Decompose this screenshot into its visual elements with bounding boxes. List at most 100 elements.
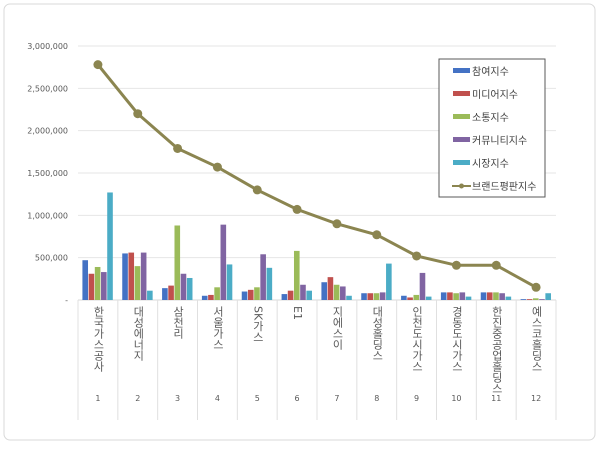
line-point-1 [93, 60, 103, 70]
x-category-label: SK가스 [251, 306, 265, 343]
bar-참여지수-10 [440, 292, 447, 300]
bar-미디어지수-3 [168, 285, 174, 300]
legend-marker [459, 183, 464, 189]
line-point-12 [531, 282, 541, 292]
bar-소통지수-4 [214, 287, 220, 300]
bar-시장지수-1 [107, 192, 113, 300]
bar-커뮤니티지수-12 [539, 299, 545, 300]
bar-참여지수-3 [162, 288, 168, 300]
legend-swatch [453, 114, 470, 119]
x-category-number: 11 [491, 394, 501, 403]
line-point-3 [173, 143, 183, 153]
bar-시장지수-6 [306, 290, 312, 300]
bar-시장지수-9 [425, 296, 432, 300]
bar-참여지수-5 [241, 291, 248, 300]
y-tick-label: 1,000,000 [27, 211, 68, 220]
line-point-2 [133, 109, 143, 119]
bar-시장지수-3 [186, 277, 193, 300]
bar-시장지수-11 [505, 296, 512, 300]
bar-미디어지수-11 [486, 292, 493, 300]
bar-소통지수-12 [532, 298, 539, 300]
legend-swatch [453, 68, 470, 73]
bar-시장지수-8 [386, 263, 392, 300]
bar-커뮤니티지수-2 [140, 252, 147, 300]
bar-참여지수-2 [122, 253, 128, 300]
x-category-number: 6 [295, 394, 300, 403]
bar-소통지수-6 [293, 250, 300, 300]
bar-미디어지수-2 [128, 252, 135, 300]
x-category-number: 12 [531, 394, 541, 403]
line-point-4 [212, 162, 222, 172]
bar-커뮤니티지수-3 [180, 273, 187, 300]
bar-소통지수-1 [94, 266, 101, 300]
bar-미디어지수-12 [526, 299, 533, 300]
legend-label: 참여지수 [472, 66, 509, 78]
bar-소통지수-2 [134, 266, 141, 300]
bar-미디어지수-4 [208, 294, 214, 300]
bar-참여지수-9 [401, 295, 407, 300]
bar-소통지수-7 [333, 284, 340, 300]
x-category-label: 한국가스공사 [91, 306, 105, 372]
x-category-label: 지에스이 [330, 306, 344, 350]
x-category-label: E1 [291, 306, 305, 320]
bar-미디어지수-7 [327, 277, 334, 300]
bar-커뮤니티지수-11 [499, 293, 505, 300]
bar-커뮤니티지수-1 [101, 272, 107, 300]
bar-소통지수-8 [373, 293, 380, 300]
line-point-7 [332, 219, 342, 229]
x-category-number: 5 [255, 394, 260, 403]
bar-커뮤니티지수-8 [379, 292, 386, 300]
bar-커뮤니티지수-5 [260, 254, 266, 300]
x-category-number: 3 [175, 394, 180, 403]
x-category-label: 한진중공업홀딩스 [490, 306, 504, 394]
bar-미디어지수-9 [407, 297, 413, 300]
bar-참여지수-4 [201, 295, 208, 300]
bar-참여지수-8 [361, 293, 367, 300]
line-브랜드평판지수 [96, 63, 537, 289]
legend-box [438, 58, 546, 198]
x-category-label: 대성홀딩스 [370, 306, 384, 361]
bar-미디어지수-1 [88, 273, 95, 300]
x-category-label: 대성에너지 [131, 306, 145, 361]
legend-swatch [453, 160, 470, 165]
bar-미디어지수-10 [447, 292, 453, 300]
bar-미디어지수-6 [287, 290, 294, 300]
x-category-label: 인천도시가스 [410, 306, 424, 372]
x-category-label: 경동도시가스 [450, 306, 464, 372]
legend-swatch [453, 91, 470, 96]
line-point-10 [451, 260, 461, 270]
bar-소통지수-10 [453, 293, 459, 300]
x-category-number: 4 [215, 394, 220, 403]
y-tick-label: - [65, 296, 68, 305]
bar-소통지수-9 [413, 294, 420, 300]
bar-시장지수-7 [346, 295, 352, 300]
y-tick-label: 3,000,000 [27, 42, 68, 51]
x-category-number: 1 [95, 394, 100, 403]
legend-label: 커뮤니티지수 [472, 135, 527, 147]
line-point-9 [412, 251, 422, 261]
legend-label: 소통지수 [472, 112, 509, 124]
legend-label: 시장지수 [472, 158, 509, 170]
x-category-label: 삼천리 [171, 306, 185, 339]
y-tick-label: 2,500,000 [27, 84, 68, 93]
bar-시장지수-5 [266, 267, 273, 300]
legend-label: 브랜드평판지수 [472, 181, 536, 193]
x-category-number: 7 [334, 394, 339, 403]
bar-소통지수-11 [493, 292, 499, 300]
x-category-number: 9 [414, 394, 419, 403]
bar-참여지수-1 [82, 260, 89, 300]
line-point-5 [252, 185, 262, 195]
x-category-number: 8 [374, 394, 379, 403]
bar-커뮤니티지수-9 [419, 272, 426, 300]
y-tick-label: 1,500,000 [27, 169, 68, 178]
y-tick-label: 2,000,000 [27, 127, 68, 136]
line-point-8 [372, 230, 382, 240]
legend-swatch [453, 137, 470, 142]
legend-label: 미디어지수 [472, 89, 518, 101]
line-point-6 [292, 204, 302, 214]
bar-시장지수-10 [465, 296, 472, 300]
bar-시장지수-2 [147, 290, 153, 300]
bar-커뮤니티지수-4 [220, 224, 227, 300]
